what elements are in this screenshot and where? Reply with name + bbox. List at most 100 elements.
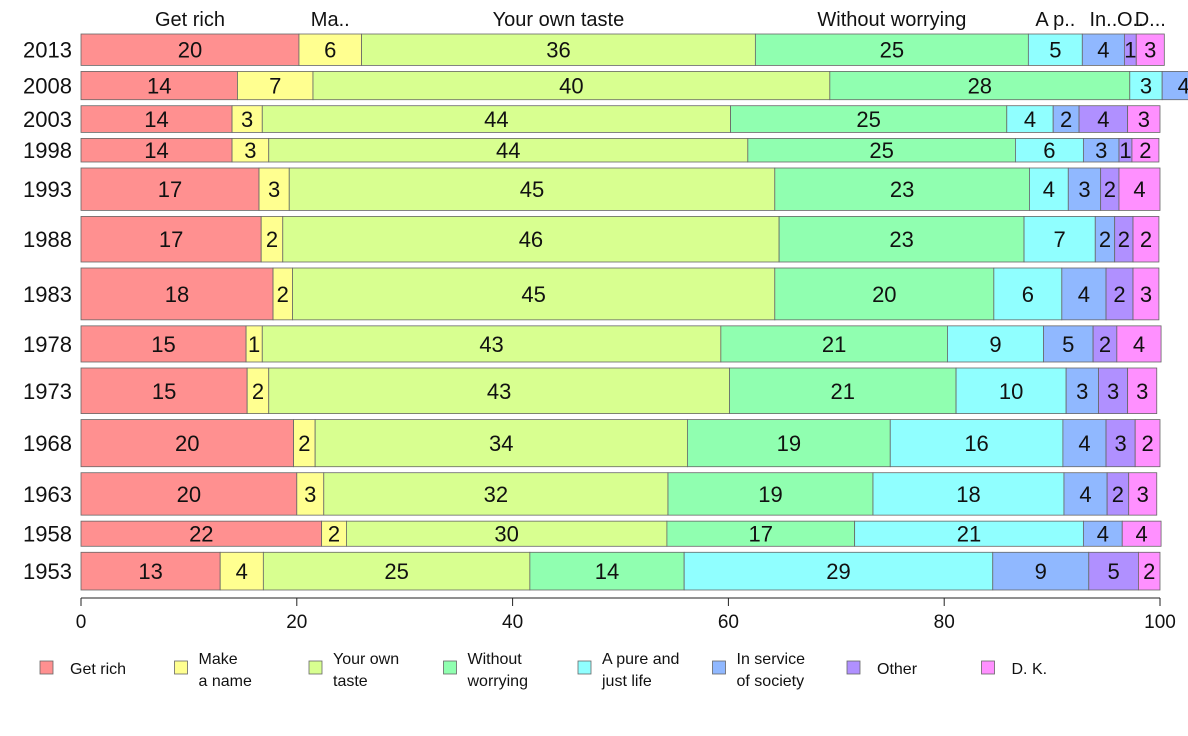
data-label-1998-other: 1 xyxy=(1119,138,1131,163)
legend-swatch-your-own-taste xyxy=(308,660,323,675)
data-label-1953-other: 5 xyxy=(1107,559,1119,584)
data-label-1953-your-own-taste: 25 xyxy=(384,559,408,584)
data-label-2013-other: 1 xyxy=(1124,38,1136,63)
category-label-1983: 1983 xyxy=(23,282,72,307)
top-label-a-pure-and-just-life: A p.. xyxy=(1035,9,1075,31)
bar-2003-make-a-name xyxy=(231,105,263,133)
bar-1973-d-k xyxy=(1127,367,1158,414)
top-labels: Get rich Ma.. Your own taste Without worryi… xyxy=(155,9,1166,31)
bar-2008-without-worrying xyxy=(829,71,1131,101)
bar-1993-your-own-taste xyxy=(288,167,776,211)
data-label-1958-in-service-of-society: 4 xyxy=(1097,522,1109,547)
top-label-other: O.. xyxy=(1117,9,1144,31)
bar-1963-your-own-taste xyxy=(323,472,669,516)
bar-1978-d-k xyxy=(1116,325,1162,363)
data-label-1983-get-rich: 18 xyxy=(165,282,189,307)
data-label-1998-in-service-of-society: 3 xyxy=(1095,138,1107,163)
category-label-1973: 1973 xyxy=(23,379,72,404)
data-label-1978-make-a-name: 1 xyxy=(248,332,260,357)
data-label-1958-without-worrying: 17 xyxy=(749,522,773,547)
data-label-1993-make-a-name: 3 xyxy=(268,177,280,202)
data-label-2008-get-rich: 14 xyxy=(147,74,171,99)
legend-label-your-own-taste: Your own taste xyxy=(333,651,399,690)
data-label-2013-a-pure-and-just-life: 5 xyxy=(1049,38,1061,63)
bar-1998-d-k xyxy=(1131,138,1160,163)
data-label-2008-a-pure-and-just-life: 3 xyxy=(1140,74,1152,99)
bar-1973-your-own-taste xyxy=(268,367,730,414)
legend-swatch-in-service-of-society xyxy=(712,660,726,675)
data-label-2008-your-own-taste: 40 xyxy=(559,74,583,99)
data-label-1953-get-rich: 13 xyxy=(138,559,162,584)
top-label-without-worrying: Without worrying xyxy=(817,9,966,31)
category-label-1998: 1998 xyxy=(23,138,72,163)
data-label-1993-in-service-of-society: 3 xyxy=(1078,177,1090,202)
data-label-1953-in-service-of-society: 9 xyxy=(1035,559,1047,584)
top-label-make-a-name: Ma.. xyxy=(311,9,350,31)
legend-swatch-d-k xyxy=(981,660,995,675)
bar-1958-make-a-name xyxy=(321,520,347,547)
bar-1983-a-pure-and-just-life xyxy=(993,267,1063,321)
bar-1978-a-pure-and-just-life xyxy=(947,325,1044,363)
bar-1983-get-rich xyxy=(80,267,274,321)
data-label-2003-other: 4 xyxy=(1097,107,1109,132)
data-label-1988-your-own-taste: 46 xyxy=(519,227,543,252)
bar-1968-d-k xyxy=(1134,419,1161,468)
bars: 2063625541314740283413143442542431434425… xyxy=(80,33,1188,591)
data-label-1968-make-a-name: 2 xyxy=(298,431,310,456)
bar-1973-in-service-of-society xyxy=(1065,367,1099,414)
bar-2003-in-service-of-society xyxy=(1052,105,1080,133)
bar-1988-d-k xyxy=(1132,216,1160,263)
data-label-1963-in-service-of-society: 4 xyxy=(1079,482,1091,507)
bar-1983-without-worrying xyxy=(774,267,995,321)
bar-1993-a-pure-and-just-life xyxy=(1029,167,1069,211)
legend-label-a-pure-and-just-life: A pure and just life xyxy=(601,651,679,690)
category-label-1968: 1968 xyxy=(23,431,72,456)
bar-2008-make-a-name xyxy=(237,71,314,101)
x-tick-label-100: 100 xyxy=(1144,612,1176,633)
data-label-1963-make-a-name: 3 xyxy=(304,482,316,507)
bar-1973-get-rich xyxy=(80,367,248,414)
bar-row-1988: 17 2 46 23 7 2 2 2 xyxy=(80,216,1160,263)
bar-2003-your-own-taste xyxy=(261,105,731,133)
data-label-1968-a-pure-and-just-life: 16 xyxy=(964,431,988,456)
data-label-2008-in-service-of-society: 4 xyxy=(1178,74,1188,99)
bar-1978-your-own-taste xyxy=(261,325,722,363)
bar-1963-in-service-of-society xyxy=(1063,472,1108,516)
category-label-2008: 2008 xyxy=(23,74,72,99)
category-label-1993: 1993 xyxy=(23,177,72,202)
bar-2003-get-rich xyxy=(80,105,233,133)
data-label-1993-a-pure-and-just-life: 4 xyxy=(1043,177,1055,202)
data-label-1958-a-pure-and-just-life: 21 xyxy=(957,522,981,547)
data-label-1998-your-own-taste: 44 xyxy=(496,138,520,163)
x-tick-label-20: 20 xyxy=(286,612,307,633)
bar-row-1958: 22 2 30 17 21 4 4 xyxy=(80,520,1162,547)
bar-2003-a-pure-and-just-life xyxy=(1006,105,1054,133)
legend-label-make-a-name: Make a name xyxy=(199,651,252,690)
data-label-1958-get-rich: 22 xyxy=(189,522,213,547)
data-label-1998-make-a-name: 3 xyxy=(244,138,256,163)
bar-1968-other xyxy=(1105,419,1136,468)
data-label-2013-in-service-of-society: 4 xyxy=(1097,38,1109,63)
data-label-2013-without-worrying: 25 xyxy=(880,38,904,63)
bar-1968-your-own-taste xyxy=(314,419,688,468)
data-label-1968-in-service-of-society: 4 xyxy=(1078,431,1090,456)
bar-2013-d-k xyxy=(1135,33,1165,66)
data-label-1988-d-k: 2 xyxy=(1140,227,1152,252)
bar-1968-get-rich xyxy=(80,419,294,468)
bar-1968-without-worrying xyxy=(686,419,891,468)
data-label-1978-get-rich: 15 xyxy=(151,332,175,357)
data-label-1983-in-service-of-society: 4 xyxy=(1078,282,1090,307)
data-label-1983-other: 2 xyxy=(1113,282,1125,307)
category-label-1963: 1963 xyxy=(23,482,72,507)
data-label-1978-in-service-of-society: 5 xyxy=(1062,332,1074,357)
legend-item-other: Other xyxy=(846,660,918,678)
data-label-2013-make-a-name: 6 xyxy=(324,38,336,63)
bar-1988-without-worrying xyxy=(778,216,1025,263)
data-label-1953-make-a-name: 4 xyxy=(236,559,248,584)
data-label-1978-other: 2 xyxy=(1099,332,1111,357)
data-label-1958-your-own-taste: 30 xyxy=(494,522,518,547)
bar-2003-without-worrying xyxy=(730,105,1008,133)
data-label-1963-your-own-taste: 32 xyxy=(484,482,508,507)
legend-item-make-a-name: Make a name xyxy=(174,651,252,690)
